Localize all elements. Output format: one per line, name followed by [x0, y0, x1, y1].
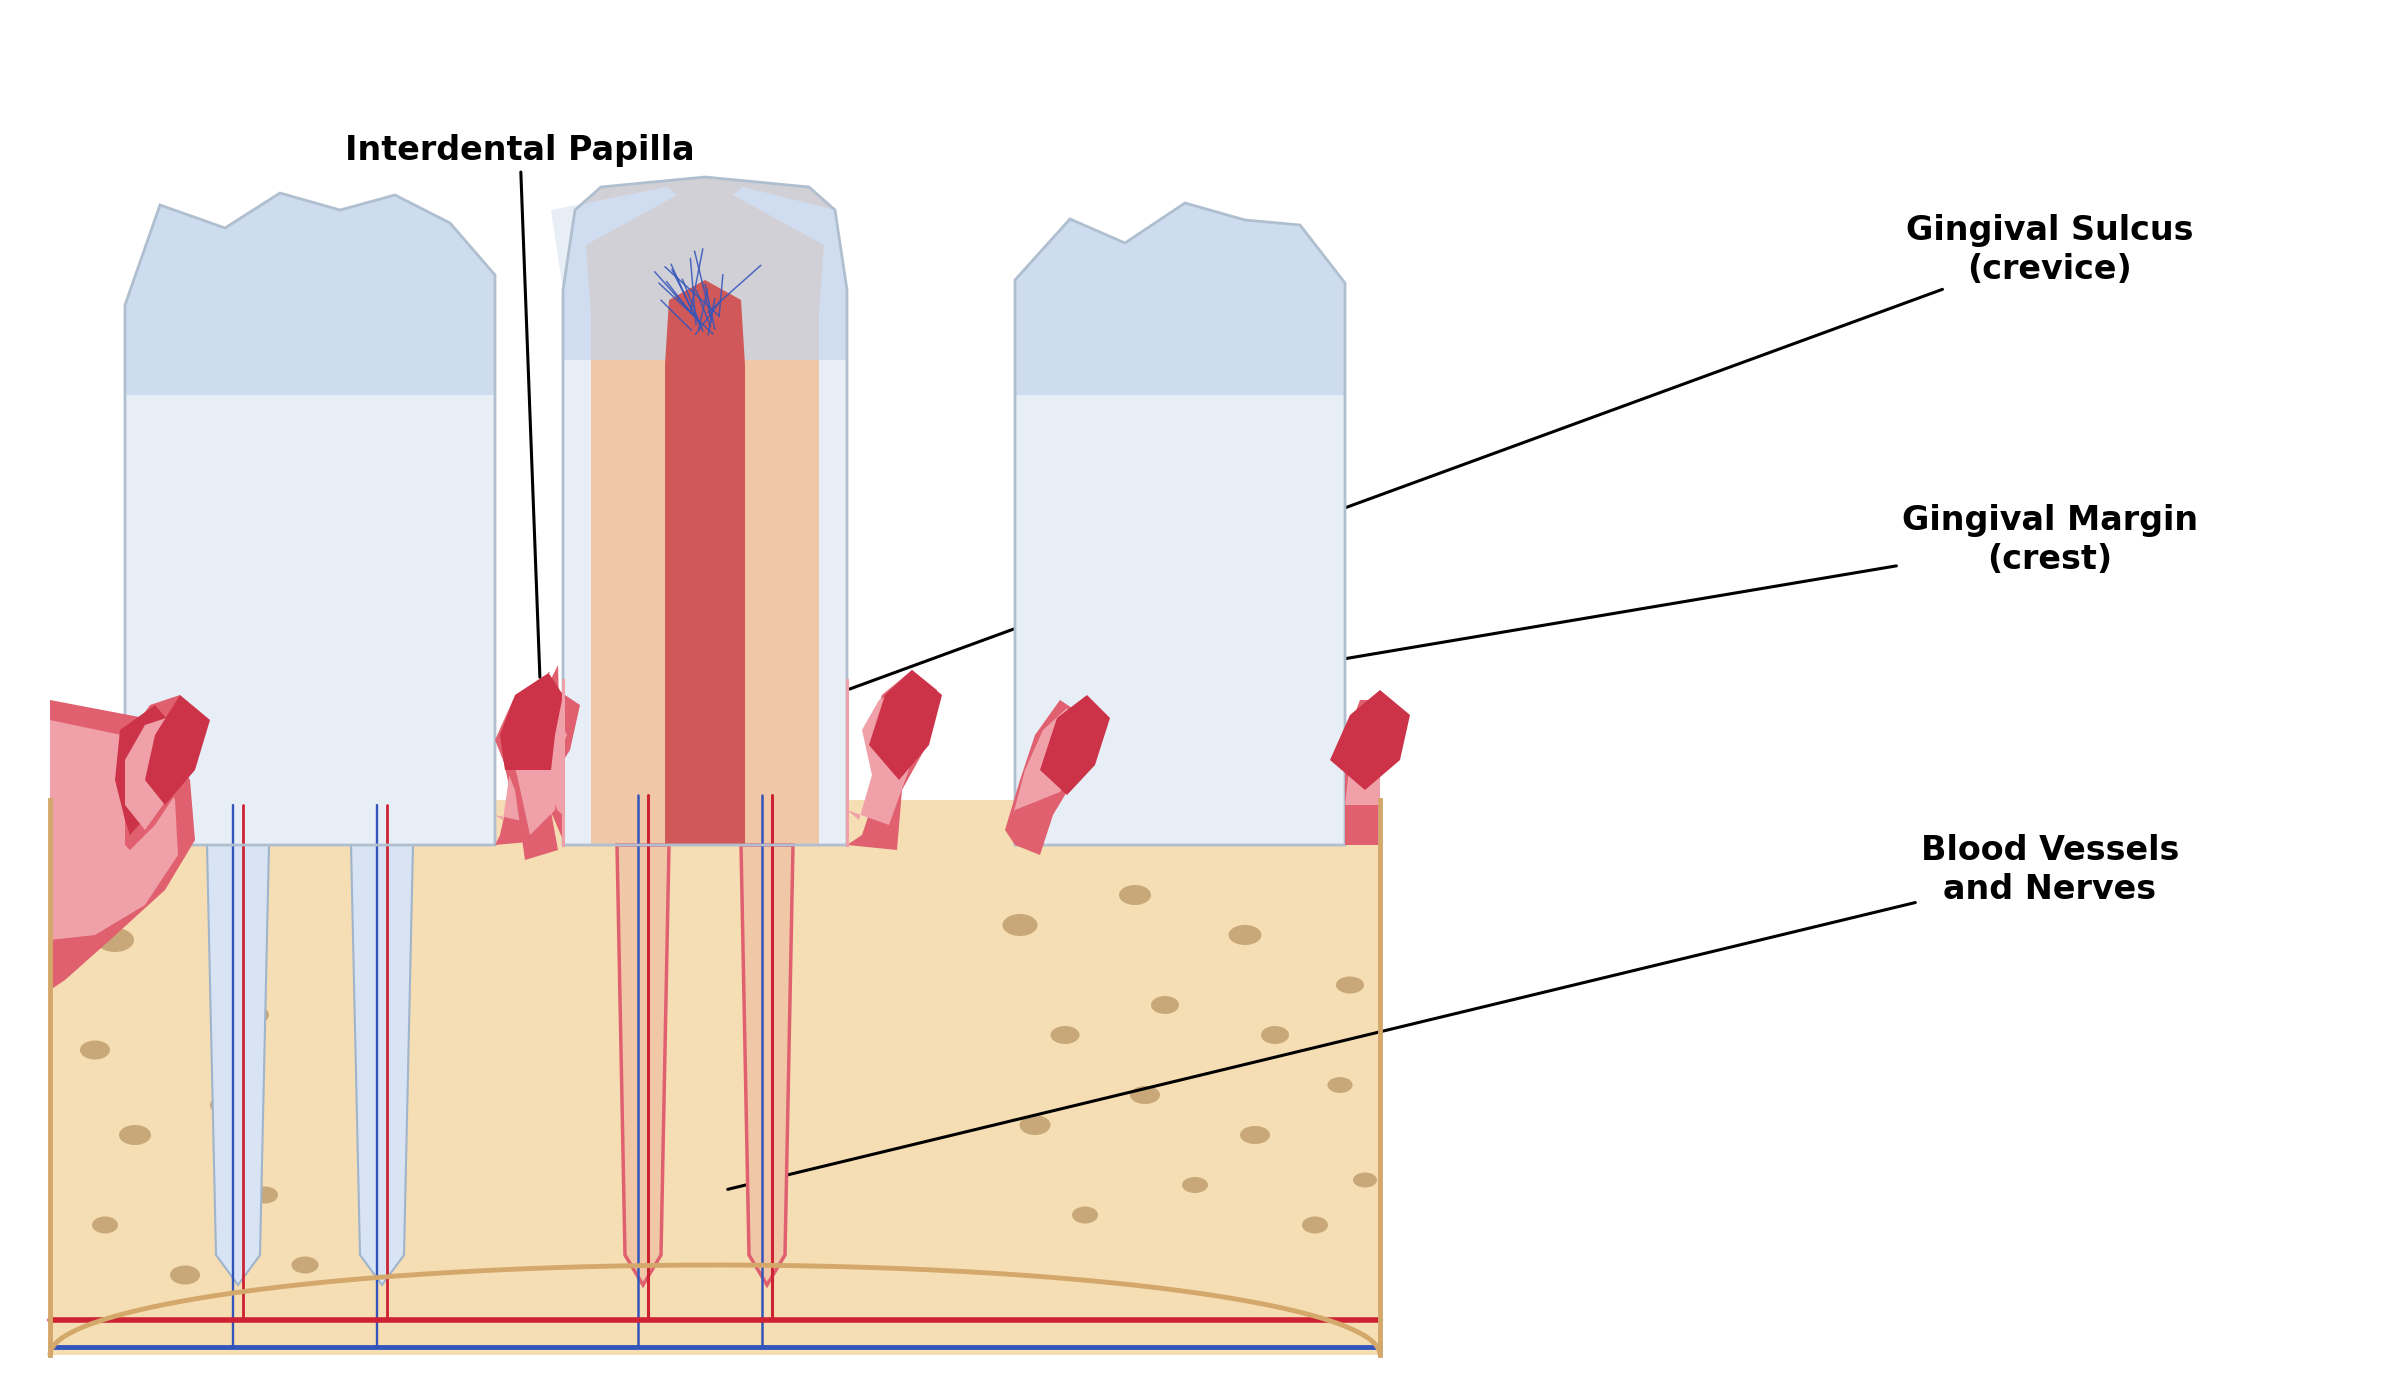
Polygon shape — [499, 671, 564, 770]
Ellipse shape — [1051, 1026, 1080, 1044]
Polygon shape — [125, 714, 187, 830]
Polygon shape — [847, 685, 924, 826]
Ellipse shape — [1354, 1173, 1378, 1187]
Polygon shape — [50, 720, 178, 940]
Ellipse shape — [1003, 915, 1037, 935]
Ellipse shape — [1152, 997, 1178, 1013]
Polygon shape — [494, 680, 564, 860]
Ellipse shape — [1181, 1177, 1207, 1193]
Ellipse shape — [79, 1041, 110, 1059]
Polygon shape — [1013, 708, 1082, 815]
Polygon shape — [732, 188, 847, 845]
Polygon shape — [545, 689, 564, 815]
Polygon shape — [1015, 203, 1344, 845]
Ellipse shape — [91, 1216, 118, 1233]
Polygon shape — [125, 193, 494, 845]
Polygon shape — [50, 801, 1380, 1355]
Polygon shape — [1039, 695, 1109, 795]
Polygon shape — [1015, 203, 1344, 395]
Polygon shape — [206, 845, 269, 1284]
Polygon shape — [494, 685, 581, 845]
Polygon shape — [125, 193, 494, 395]
Ellipse shape — [218, 895, 252, 916]
Ellipse shape — [1337, 977, 1363, 994]
Ellipse shape — [1327, 1077, 1354, 1093]
Polygon shape — [847, 670, 936, 851]
Polygon shape — [742, 845, 792, 1284]
Ellipse shape — [170, 1265, 199, 1284]
Ellipse shape — [1118, 885, 1152, 905]
Ellipse shape — [1020, 1115, 1051, 1136]
Text: Gingival Sulcus
(crevice): Gingival Sulcus (crevice) — [850, 214, 2194, 689]
Polygon shape — [125, 695, 199, 851]
Text: Blood Vessels
and Nerves: Blood Vessels and Nerves — [727, 834, 2179, 1190]
Text: Gingival Margin
(crest): Gingival Margin (crest) — [1073, 505, 2198, 705]
Polygon shape — [350, 845, 413, 1284]
Polygon shape — [533, 664, 564, 845]
Polygon shape — [869, 670, 941, 780]
Ellipse shape — [1260, 1026, 1289, 1044]
Ellipse shape — [1229, 924, 1262, 945]
Polygon shape — [1006, 701, 1090, 855]
Ellipse shape — [1130, 1086, 1159, 1104]
Ellipse shape — [1301, 1216, 1327, 1233]
Polygon shape — [665, 279, 744, 845]
Polygon shape — [1344, 726, 1380, 805]
Ellipse shape — [240, 1006, 269, 1024]
Polygon shape — [115, 705, 185, 835]
Polygon shape — [1330, 689, 1409, 790]
Text: Interdental Papilla: Interdental Papilla — [346, 133, 696, 677]
Polygon shape — [1344, 701, 1380, 845]
Polygon shape — [50, 701, 194, 990]
Ellipse shape — [252, 1187, 278, 1204]
Polygon shape — [504, 685, 564, 835]
Polygon shape — [617, 845, 670, 1284]
Polygon shape — [144, 695, 211, 805]
Polygon shape — [494, 701, 566, 826]
Ellipse shape — [1073, 1207, 1099, 1223]
Ellipse shape — [96, 929, 134, 952]
Polygon shape — [552, 188, 677, 845]
Ellipse shape — [211, 1095, 240, 1115]
Ellipse shape — [290, 1257, 319, 1273]
Ellipse shape — [1241, 1126, 1270, 1144]
Ellipse shape — [120, 1125, 151, 1145]
Polygon shape — [564, 177, 847, 360]
Polygon shape — [564, 177, 847, 845]
